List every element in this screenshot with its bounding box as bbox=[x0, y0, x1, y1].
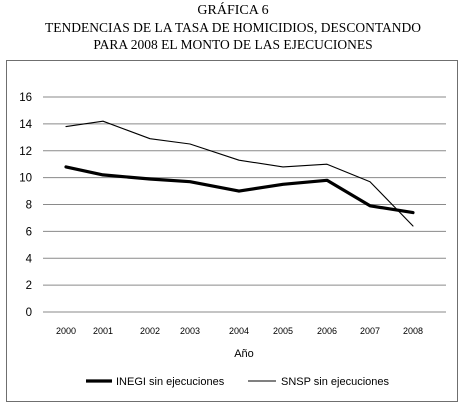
x-tick-label: 2008 bbox=[403, 326, 423, 336]
y-tick-label: 6 bbox=[26, 226, 32, 238]
x-tick-label: 2004 bbox=[229, 326, 249, 336]
y-axis-ticks: 0 2 4 6 8 10 12 14 16 bbox=[19, 92, 32, 319]
y-tick-label: 16 bbox=[19, 92, 32, 104]
x-axis-ticks: 2000 2001 2002 2003 2004 2005 2006 2007 2008 bbox=[56, 326, 423, 336]
x-tick-label: 2003 bbox=[180, 326, 200, 336]
legend-label-2: SNSP sin ejecuciones bbox=[281, 376, 390, 388]
x-tick-label: 2000 bbox=[56, 326, 76, 336]
series-line-2 bbox=[65, 120, 414, 227]
y-tick-label: 12 bbox=[19, 146, 32, 158]
y-tick-label: 8 bbox=[26, 200, 32, 212]
legend: INEGI sin ejecuciones SNSP sin ejecucione… bbox=[86, 376, 390, 388]
x-tick-label: 2002 bbox=[140, 326, 160, 336]
x-tick-label: 2006 bbox=[317, 326, 337, 336]
y-tick-label: 10 bbox=[19, 173, 32, 185]
y-tick-label: 4 bbox=[26, 253, 33, 265]
chart-frame bbox=[6, 60, 458, 402]
x-tick-label: 2001 bbox=[93, 326, 113, 336]
legend-label-1: INEGI sin ejecuciones bbox=[116, 376, 225, 388]
title-line-1: GRÁFICA 6 bbox=[197, 3, 269, 18]
series-lines bbox=[64, 120, 415, 227]
y-tick-label: 14 bbox=[19, 119, 32, 131]
y-tick-label: 0 bbox=[26, 307, 32, 319]
chart-title: GRÁFICA 6 TENDENCIAS DE LA TASA DE HOMIC… bbox=[0, 2, 466, 53]
series-line-1 bbox=[64, 165, 415, 215]
x-tick-label: 2007 bbox=[360, 326, 380, 336]
x-tick-label: 2005 bbox=[273, 326, 293, 336]
x-axis-label: Año bbox=[234, 348, 254, 360]
title-line-3: PARA 2008 EL MONTO DE LAS EJECUCIONES bbox=[93, 37, 373, 52]
title-line-2: TENDENCIAS DE LA TASA DE HOMICIDIOS, DES… bbox=[45, 20, 421, 35]
y-tick-label: 2 bbox=[26, 280, 32, 292]
